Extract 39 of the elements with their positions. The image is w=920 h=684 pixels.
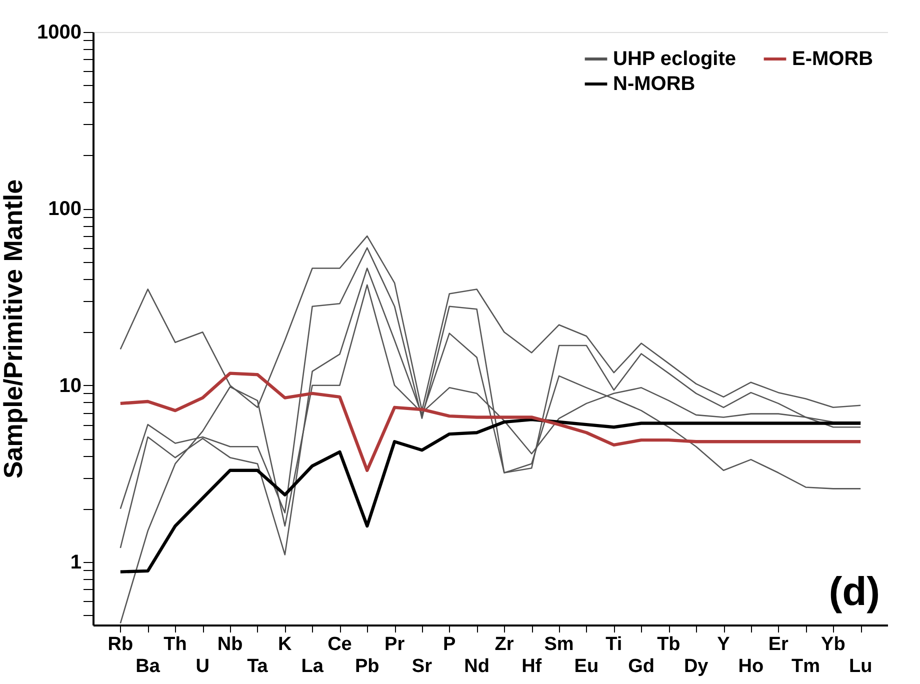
x-tick-label: Nb — [217, 634, 243, 655]
x-tick-label: Lu — [848, 656, 872, 677]
x-tick-label: Tb — [657, 634, 680, 655]
x-tick-label: Ho — [738, 656, 764, 677]
y-tick-label: 1 — [70, 552, 82, 574]
x-tick-label: La — [301, 656, 324, 677]
x-tick-label: Sm — [544, 634, 574, 655]
y-tick-label: 1000 — [37, 22, 82, 44]
y-tick-label: 100 — [48, 198, 82, 220]
x-tick-label: P — [443, 634, 456, 655]
x-tick-label: Ta — [247, 656, 268, 677]
x-tick-label: Ti — [606, 634, 622, 655]
line-series — [118, 418, 862, 574]
x-tick-label: Th — [164, 634, 187, 655]
x-tick-label: Sr — [412, 656, 433, 677]
x-tick-label: Hf — [522, 656, 542, 677]
x-tick-label: Gd — [628, 656, 654, 677]
x-tick-label: Pb — [354, 656, 380, 677]
x-tick-label: Ba — [136, 656, 160, 677]
x-tick-label: U — [196, 656, 210, 677]
x-tick-label: Zr — [494, 634, 514, 655]
x-tick-label: Er — [768, 634, 789, 655]
x-tick-label: Pr — [384, 634, 406, 655]
x-tick-label: Eu — [574, 656, 599, 677]
line-series — [118, 372, 862, 472]
x-tick-label: Ce — [328, 634, 352, 655]
x-tick-label: Rb — [108, 634, 134, 655]
legend-label: N-MORB — [613, 73, 696, 95]
x-tick-label: Tm — [792, 656, 820, 677]
x-tick-label: Nd — [464, 656, 490, 677]
x-tick-label: Dy — [684, 656, 709, 677]
y-axis-title: Sample/Primitive Mantle — [0, 179, 28, 479]
y-tick-label: 10 — [59, 374, 82, 397]
legend-label: UHP eclogite — [613, 48, 736, 70]
x-tick-label: K — [278, 634, 292, 655]
annotation: (d) — [828, 570, 880, 614]
x-tick-label: Yb — [821, 634, 846, 655]
x-tick-label: Y — [717, 634, 730, 655]
legend-label: E-MORB — [792, 48, 874, 70]
